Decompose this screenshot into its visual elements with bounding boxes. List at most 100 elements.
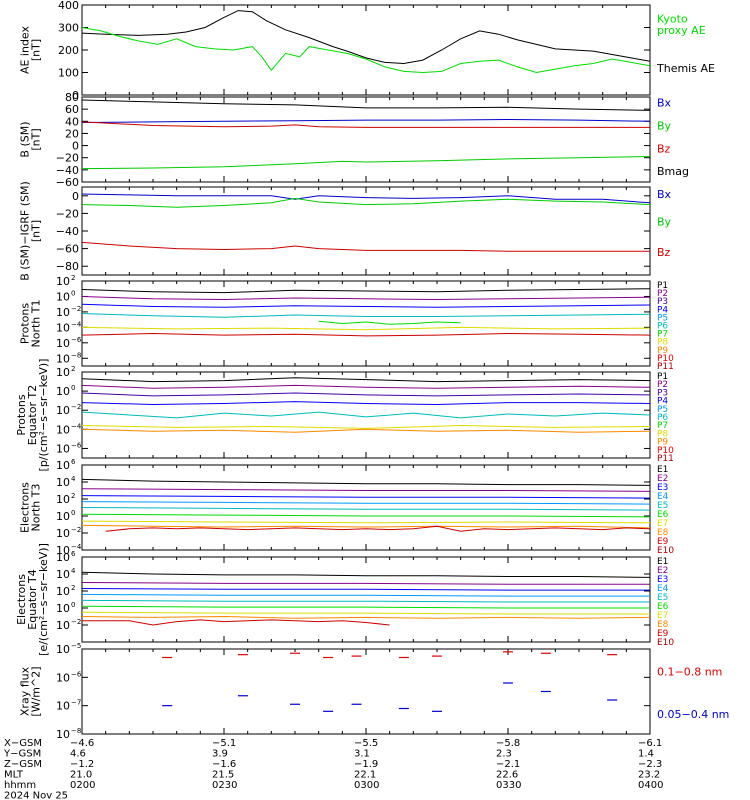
y-tick-exponent: −4 xyxy=(71,543,82,551)
y-tick-exponent: 2 xyxy=(71,492,75,500)
y-tick-label: −20 xyxy=(56,152,79,165)
ephemeris-row-label: Y−GSM xyxy=(3,749,41,760)
panel-frame xyxy=(81,280,651,367)
y-axis-label: [e/(cm²−s−sr−keV)] xyxy=(37,543,50,656)
series-line-7 xyxy=(81,524,651,529)
y-tick-label: −60 xyxy=(56,176,79,189)
y-axis-label: Equator T4 xyxy=(26,569,39,629)
panel-frame xyxy=(81,648,651,735)
series-line-0 xyxy=(81,288,651,294)
ephemeris-value: −1.2 xyxy=(70,759,94,770)
y-tick-exponent: −7 xyxy=(71,699,81,707)
legend-label: E3 xyxy=(657,483,668,493)
series-line-2 xyxy=(81,495,651,499)
panel-bigrf: −80 −60 −40 −20 0 B (SM)−IGRF (SM)[nT] Bx By Bz xyxy=(19,181,672,281)
series-line-0 xyxy=(81,10,651,65)
legend-label: P7 xyxy=(657,330,668,340)
y-tick-exponent: 2 xyxy=(71,584,75,592)
y-tick-label: 10 xyxy=(56,527,70,540)
series-line-1 xyxy=(81,582,650,585)
y-tick-label: 10 xyxy=(56,643,70,656)
y-axis-label: North T1 xyxy=(30,300,43,348)
ephemeris-value: 0230 xyxy=(212,780,237,791)
legend-label: E8 xyxy=(657,528,669,538)
y-tick-exponent: −8 xyxy=(71,727,81,735)
y-tick-label: 100 xyxy=(58,67,79,80)
y-tick-label: 10 xyxy=(56,619,70,632)
y-tick-exponent: −8 xyxy=(71,351,81,359)
legend-label: P4 xyxy=(657,397,668,407)
legend-label: E10 xyxy=(657,546,674,556)
y-tick-label: 80 xyxy=(65,91,79,104)
legend-label: P6 xyxy=(657,322,668,332)
legend-label: By xyxy=(657,120,672,133)
legend-label: P3 xyxy=(657,388,668,398)
ephemeris-value: 4.6 xyxy=(70,749,86,760)
y-tick-label: 10 xyxy=(56,337,70,350)
series-line-5 xyxy=(81,424,651,429)
legend-label: E10 xyxy=(657,638,674,648)
ephemeris-value: 1.4 xyxy=(638,749,654,760)
panel-frame xyxy=(81,96,651,183)
y-tick-label: 10 xyxy=(56,476,70,489)
y-axis-label: Protons xyxy=(19,303,32,344)
legend-label: P9 xyxy=(657,438,668,448)
y-tick-label: 10 xyxy=(56,404,70,417)
ephemeris-value: −5.1 xyxy=(212,738,236,749)
panel-frame xyxy=(81,464,651,551)
y-axis-label: North T3 xyxy=(30,484,43,532)
y-axis-label: [p/(cm²−s−sr−keV)] xyxy=(37,359,50,472)
legend-label: E2 xyxy=(657,474,668,484)
legend-label: 0.05−0.4 nm xyxy=(657,708,729,721)
y-axis-label: AE index xyxy=(19,25,32,74)
series-line-2 xyxy=(81,303,651,308)
legend-label: P1 xyxy=(657,281,668,291)
series-line-0 xyxy=(81,99,651,111)
ephemeris-row-label: Z−GSM xyxy=(4,759,42,770)
y-axis-label: Electrons xyxy=(15,574,28,625)
legend-label: P1 xyxy=(657,372,668,382)
series-line-2 xyxy=(81,392,651,397)
y-tick-exponent: −6 xyxy=(71,441,82,449)
legend-label: E9 xyxy=(657,629,669,639)
legend-label: P8 xyxy=(657,338,668,348)
legend-label: Bmag xyxy=(657,165,689,178)
y-tick-exponent: −2 xyxy=(71,526,81,534)
legend-label: E4 xyxy=(657,492,669,502)
legend-label: P11 xyxy=(657,454,674,464)
panel-frame xyxy=(81,556,651,643)
y-tick-label: 10 xyxy=(56,423,70,436)
legend-label: Bz xyxy=(657,246,671,259)
series-line-1 xyxy=(81,27,651,74)
y-tick-label: 0 xyxy=(72,140,79,153)
series-line-2 xyxy=(81,121,650,128)
ephemeris-value: −2.1 xyxy=(496,759,520,770)
legend-label: E4 xyxy=(657,584,669,594)
y-tick-label: 10 xyxy=(56,459,70,472)
legend-label: E6 xyxy=(657,602,669,612)
y-tick-label: 40 xyxy=(65,115,79,128)
y-tick-label: 10 xyxy=(56,602,70,615)
ephemeris-value: 0200 xyxy=(70,780,95,791)
ephemeris-value: 22.6 xyxy=(496,770,518,781)
ephemeris-value: −1.9 xyxy=(354,759,378,770)
ephemeris-value: −6.1 xyxy=(638,738,662,749)
y-tick-label: 0 xyxy=(72,89,79,102)
y-tick-exponent: 2 xyxy=(71,365,75,373)
y-tick-label: −40 xyxy=(56,225,79,238)
legend-label: Bx xyxy=(657,188,672,201)
y-tick-label: −80 xyxy=(56,260,79,273)
y-tick-exponent: 4 xyxy=(71,567,76,575)
series-line-0 xyxy=(81,193,651,204)
ephemeris-value: 23.2 xyxy=(638,770,660,781)
legend-label: E1 xyxy=(657,557,668,567)
legend-label: P6 xyxy=(657,413,668,423)
y-tick-exponent: −5 xyxy=(71,642,81,650)
y-axis-label: [nT] xyxy=(30,39,43,61)
series-line-2 xyxy=(81,241,650,252)
legend-label: P2 xyxy=(657,289,668,299)
